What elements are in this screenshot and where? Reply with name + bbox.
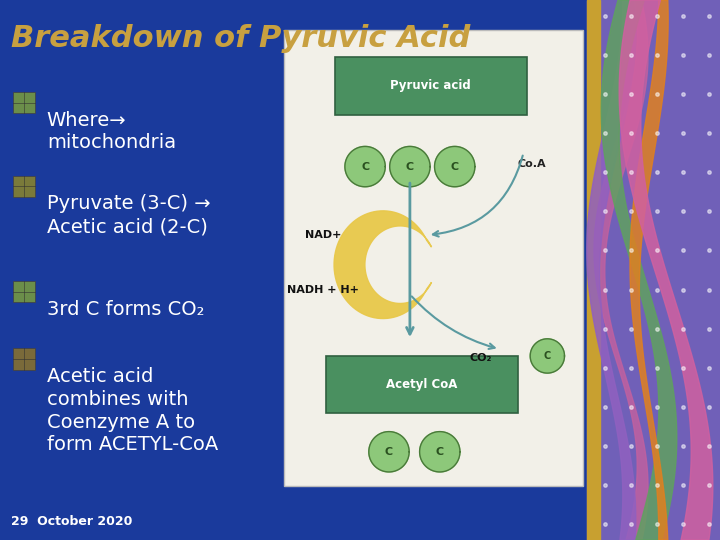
Text: C: C — [544, 351, 551, 361]
FancyBboxPatch shape — [284, 30, 583, 486]
Text: Where→
mitochondria: Where→ mitochondria — [47, 111, 176, 152]
Polygon shape — [345, 146, 385, 187]
Text: Acetic acid
combines with
Coenzyme A to
form ACETYL-CoA: Acetic acid combines with Coenzyme A to … — [47, 367, 218, 455]
Text: NADH + H+: NADH + H+ — [287, 285, 359, 295]
Text: Acetyl CoA: Acetyl CoA — [386, 378, 457, 391]
FancyBboxPatch shape — [325, 355, 518, 414]
FancyArrowPatch shape — [433, 156, 523, 237]
Text: 3rd C forms CO₂: 3rd C forms CO₂ — [47, 300, 204, 319]
Text: C: C — [436, 447, 444, 457]
Text: Co.A: Co.A — [518, 159, 546, 170]
Text: NAD+: NAD+ — [305, 230, 342, 240]
Polygon shape — [369, 431, 409, 472]
Bar — [587, 0, 600, 540]
Bar — [587, 0, 720, 540]
Text: Pyruvate (3-C) →
Acetic acid (2-C): Pyruvate (3-C) → Acetic acid (2-C) — [47, 194, 210, 236]
FancyBboxPatch shape — [335, 57, 527, 114]
FancyBboxPatch shape — [13, 92, 35, 113]
FancyArrowPatch shape — [412, 296, 495, 349]
Polygon shape — [530, 339, 564, 373]
Text: Pyruvic acid: Pyruvic acid — [390, 79, 471, 92]
FancyBboxPatch shape — [13, 348, 35, 370]
Text: 29  October 2020: 29 October 2020 — [11, 515, 132, 528]
Text: C: C — [361, 161, 369, 172]
Text: CO₂: CO₂ — [469, 353, 492, 363]
Polygon shape — [334, 211, 431, 319]
Polygon shape — [435, 146, 475, 187]
FancyBboxPatch shape — [13, 176, 35, 197]
Text: Breakdown of Pyruvic Acid: Breakdown of Pyruvic Acid — [11, 24, 470, 53]
FancyBboxPatch shape — [13, 281, 35, 302]
Text: C: C — [451, 161, 459, 172]
Text: C: C — [385, 447, 393, 457]
Polygon shape — [390, 146, 430, 187]
Text: C: C — [406, 161, 414, 172]
Polygon shape — [420, 431, 460, 472]
